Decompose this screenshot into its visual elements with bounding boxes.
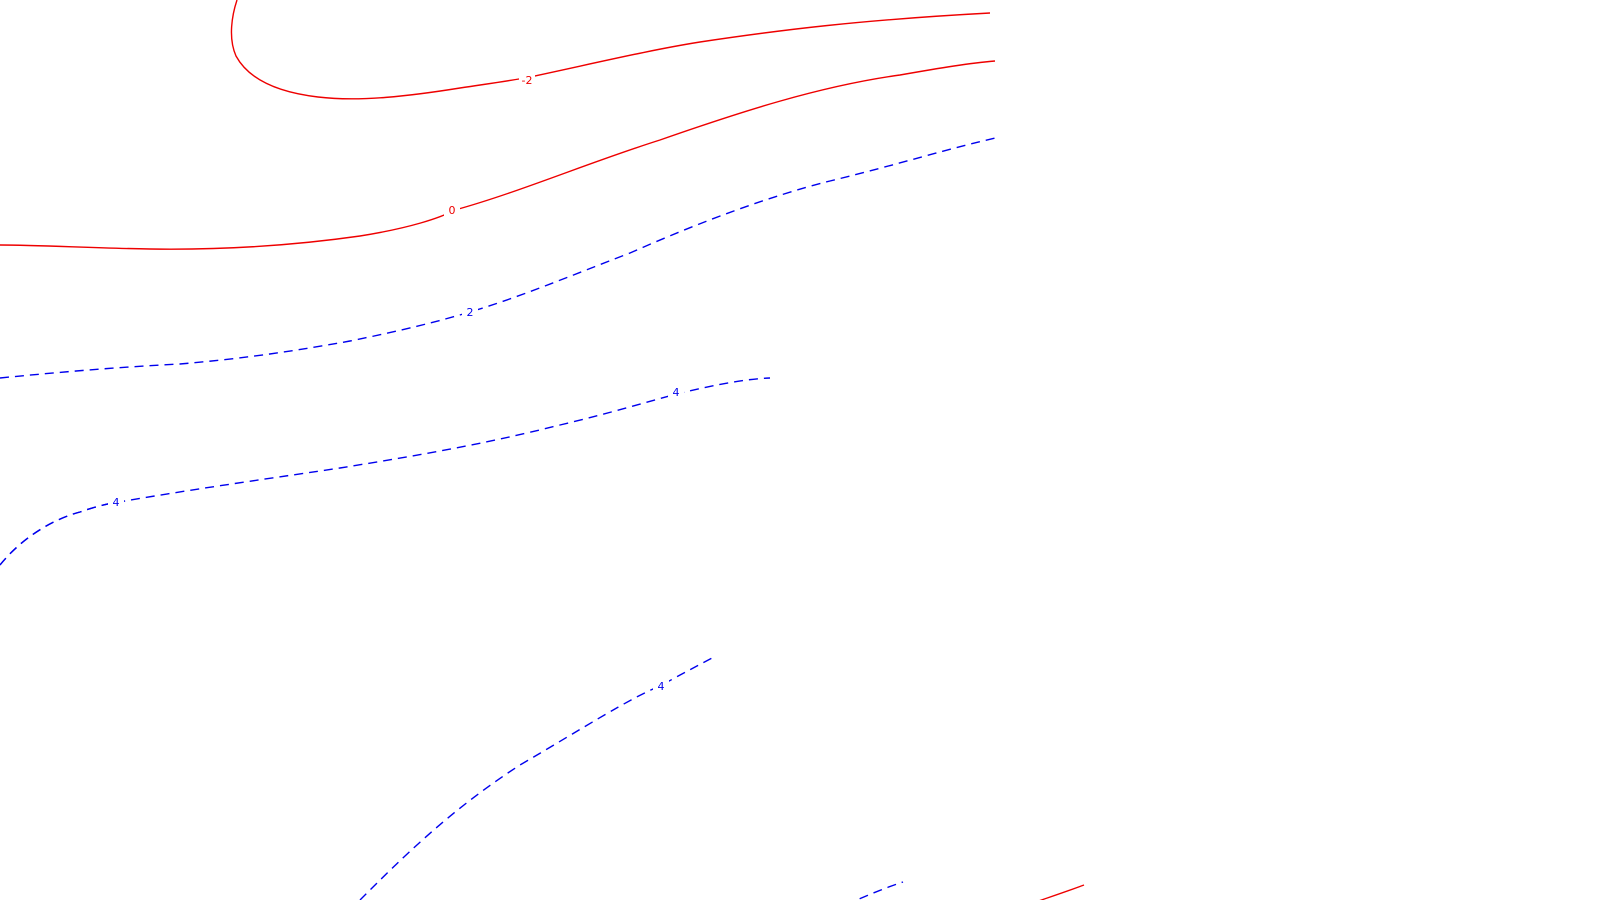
contour-line-zero-line	[0, 60, 996, 250]
contour-line-pos-fragment-bottom	[855, 881, 904, 900]
contour-line-neg-fragment-bottom	[1039, 884, 1085, 900]
contour-label-bg	[668, 385, 684, 399]
contour-label-neg2-upper: -2	[522, 74, 533, 87]
contour-label-pos4-left: 4	[113, 496, 120, 509]
contour-line-pos4-lower	[359, 657, 713, 900]
contour-label-bg	[462, 305, 478, 319]
contour-label-zero-line: 0	[449, 204, 456, 217]
contour-line-neg2-upper	[230, 0, 991, 100]
contour-label-bg	[444, 203, 460, 217]
contour-label-pos4-middle: 4	[673, 386, 680, 399]
contour-label-pos2-line: 2	[467, 306, 474, 319]
contour-label-bg	[108, 495, 124, 509]
contour-labels: -2 0 2 4 4 4	[108, 73, 684, 693]
contour-line-pos4-middle	[0, 377, 771, 566]
contour-line-pos2-line	[0, 136, 1001, 379]
contour-label-pos4-lower: 4	[658, 680, 665, 693]
contour-line-pos4-left	[0, 501, 118, 566]
contour-label-bg	[653, 679, 669, 693]
contour-lines	[0, 0, 1085, 900]
contour-label-bg	[519, 73, 535, 87]
